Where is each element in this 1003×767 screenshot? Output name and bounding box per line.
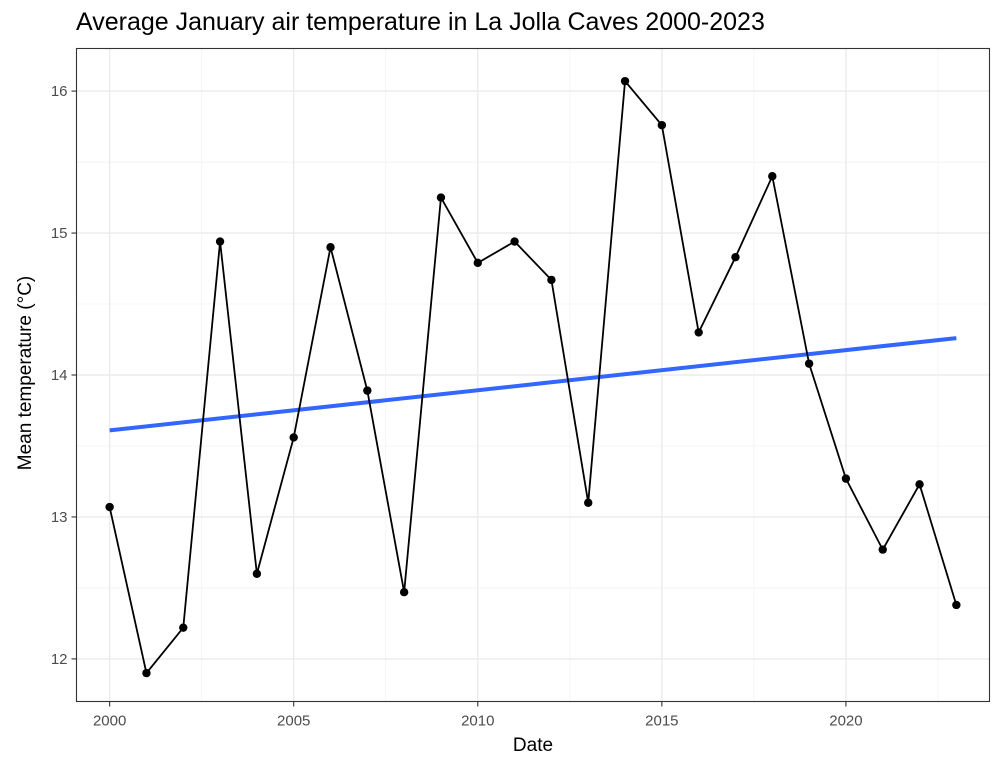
trend-line (109, 336, 957, 433)
x-tick-label: 2000 (93, 713, 126, 730)
data-point (694, 328, 703, 337)
trend-layer (109, 336, 957, 433)
data-point (804, 359, 814, 368)
data-point (399, 587, 409, 597)
data-point (620, 76, 630, 86)
x-tick-label: 2015 (645, 713, 678, 730)
data-point (510, 237, 519, 246)
data-point (547, 275, 556, 285)
data-point (179, 623, 188, 632)
data-point (215, 237, 225, 246)
y-tick-label: 16 (51, 83, 68, 100)
y-tick-label: 15 (51, 225, 68, 242)
y-tick-label: 13 (51, 509, 68, 526)
series-line (108, 78, 958, 676)
axes: 2000 2005 2010 2015 2020 12 13 14 15 16 (51, 83, 863, 729)
data-point (657, 120, 667, 130)
data-point (731, 252, 740, 262)
x-tick-label: 2010 (461, 713, 494, 730)
chart-title: Average January air temperature in La Jo… (76, 8, 765, 36)
series-layer (105, 76, 961, 678)
y-axis-title: Mean temperature (°C) (15, 276, 36, 471)
data-point (326, 243, 335, 252)
y-tick-label: 14 (51, 367, 68, 384)
data-point (105, 502, 114, 512)
data-point (584, 498, 593, 507)
x-tick-label: 2005 (277, 713, 310, 730)
data-point (768, 172, 777, 181)
data-point (841, 474, 851, 483)
grid (76, 48, 990, 702)
data-point (952, 600, 961, 610)
data-point (252, 569, 262, 578)
data-point (436, 193, 446, 202)
data-point (473, 258, 482, 268)
data-point (142, 668, 151, 678)
data-point (915, 480, 924, 489)
data-point (289, 433, 298, 442)
x-axis-title: Date (513, 735, 553, 756)
x-tick-label: 2020 (829, 713, 862, 730)
data-point (363, 386, 372, 395)
y-tick-label: 12 (51, 651, 68, 668)
data-point (878, 545, 887, 554)
